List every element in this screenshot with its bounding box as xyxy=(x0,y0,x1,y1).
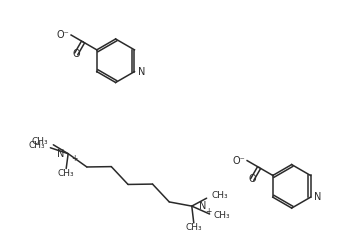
Text: CH₃: CH₃ xyxy=(58,169,75,178)
Text: CH₃: CH₃ xyxy=(214,211,230,220)
Text: CH₃: CH₃ xyxy=(32,137,48,146)
Text: O: O xyxy=(248,174,256,184)
Text: N: N xyxy=(199,201,206,211)
Text: O: O xyxy=(72,49,80,59)
Text: N: N xyxy=(315,192,322,202)
Text: +: + xyxy=(206,207,212,215)
Text: N: N xyxy=(57,149,64,159)
Text: O⁻: O⁻ xyxy=(56,30,69,40)
Text: CH₃: CH₃ xyxy=(211,191,228,200)
Text: N: N xyxy=(138,67,146,77)
Text: CH₃: CH₃ xyxy=(29,141,46,150)
Text: CH₃: CH₃ xyxy=(186,223,202,232)
Text: O⁻: O⁻ xyxy=(233,156,245,166)
Text: +: + xyxy=(71,154,78,163)
